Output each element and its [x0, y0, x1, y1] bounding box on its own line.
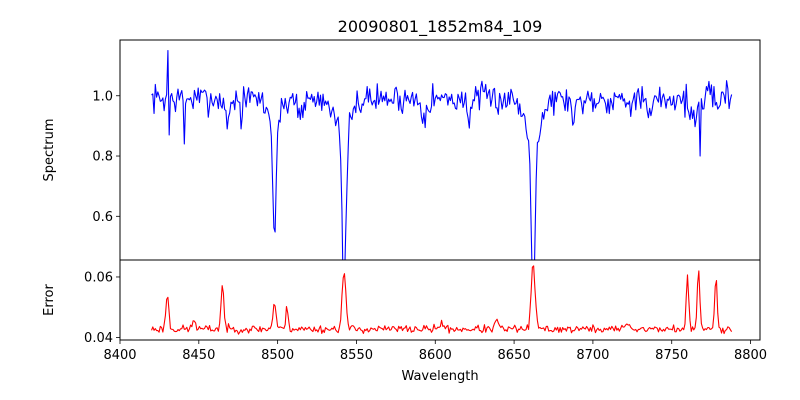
x-tick-label: 8550 [340, 348, 373, 363]
spectrum-axes-frame [119, 39, 761, 261]
x-tick-label: 8650 [498, 348, 531, 363]
x-axis-ticks: 8400 8450 8500 8550 8600 8650 8700 8750 8800 [103, 340, 767, 363]
spectrum-y-tick-label: 1.0 [92, 89, 113, 104]
error-panel: 0.04 0.06 Error [42, 259, 761, 346]
spectrum-y-tick-label: 0.6 [92, 210, 113, 225]
error-series-line [151, 265, 733, 335]
spectrum-series-line [151, 49, 733, 260]
error-y-tick-label: 0.04 [84, 331, 113, 346]
x-tick-label: 8750 [655, 348, 688, 363]
spectrum-y-ticks: 0.6 0.8 1.0 [92, 89, 120, 225]
spectrum-panel: 0.6 0.8 1.0 Spectrum [42, 39, 761, 261]
x-tick-label: 8500 [261, 348, 294, 363]
error-y-tick-label: 0.06 [84, 270, 113, 285]
x-axis-label: Wavelength [401, 369, 478, 384]
x-tick-label: 8400 [103, 348, 136, 363]
error-axes-frame [119, 259, 761, 341]
error-y-ticks: 0.04 0.06 [84, 270, 120, 346]
spectrum-y-tick-label: 0.8 [92, 150, 113, 165]
x-tick-label: 8600 [419, 348, 452, 363]
x-tick-label: 8450 [182, 348, 215, 363]
chart-title: 20090801_1852m84_109 [338, 17, 543, 37]
x-tick-label: 8700 [576, 348, 609, 363]
error-y-axis-label: Error [42, 284, 57, 316]
x-tick-label: 8800 [734, 348, 767, 363]
spectrum-y-axis-label: Spectrum [42, 119, 57, 182]
